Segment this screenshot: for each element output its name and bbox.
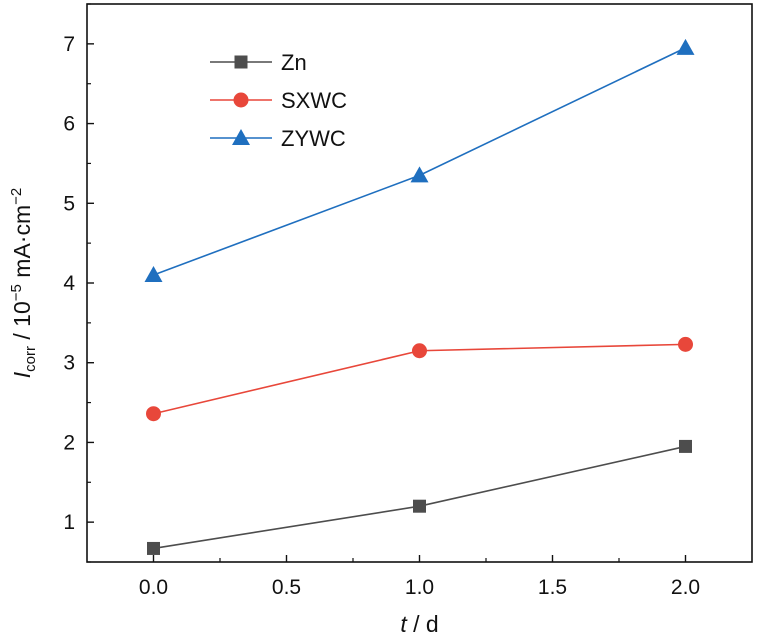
legend-marker-zn: [234, 55, 248, 69]
legend-marker-zywc: [232, 129, 250, 145]
legend-label-zywc: ZYWC: [281, 126, 346, 151]
y-axis-title-rest: mA·cm: [9, 205, 35, 284]
plot-frame: [86, 3, 753, 563]
legend-label-sxwc: SXWC: [281, 88, 347, 113]
x-axis: 0.0 0.5 1.0 1.5 2.0: [139, 555, 700, 599]
series-zywc: [144, 38, 695, 283]
y-tick-label: 7: [63, 33, 75, 56]
legend-marker-sxwc: [233, 92, 249, 108]
data-point-zn: [147, 541, 160, 555]
y-axis-title-mid: / 10: [9, 301, 35, 346]
y-tick-label: 5: [63, 192, 75, 215]
y-axis-title: Icorr / 10−5 mA·cm−2: [8, 188, 39, 378]
data-point-sxwc: [412, 343, 427, 359]
x-tick-label: 0.0: [139, 576, 168, 599]
data-point-zn: [679, 439, 692, 453]
data-point-zywc: [676, 38, 695, 55]
series-line-zn: [153, 445, 686, 550]
y-axis-title-sup2: −2: [8, 188, 25, 205]
data-point-zywc: [410, 166, 429, 183]
x-axis-title: t / d: [400, 611, 438, 637]
legend-item-zn: Zn: [210, 50, 307, 75]
data-point-zn: [413, 499, 426, 513]
series-layer: [144, 38, 695, 555]
y-axis: 1 2 3 4 5 6 7: [63, 3, 94, 563]
x-tick-label: 2.0: [671, 576, 700, 599]
legend-label-zn: Zn: [281, 50, 307, 75]
x-axis-title-italic: t: [400, 611, 408, 637]
legend-item-zywc: ZYWC: [210, 126, 346, 151]
data-point-zywc: [144, 266, 163, 283]
series-sxwc: [146, 336, 693, 422]
y-tick-label: 4: [63, 272, 75, 295]
legend-item-sxwc: SXWC: [210, 88, 347, 113]
y-axis-title-sup1: −5: [8, 284, 25, 301]
legend: Zn SXWC ZYWC: [210, 50, 347, 151]
x-tick-label: 1.5: [538, 576, 567, 599]
y-tick-label: 6: [63, 113, 75, 136]
series-zn: [147, 439, 692, 555]
x-tick-label: 0.5: [272, 576, 301, 599]
x-tick-label: 1.0: [405, 576, 434, 599]
y-axis-title-sub: corr: [22, 346, 39, 372]
x-axis-title-rest: / d: [407, 611, 439, 637]
y-axis-title-italic: I: [9, 371, 35, 378]
data-point-sxwc: [678, 336, 693, 352]
data-point-sxwc: [146, 406, 161, 422]
y-tick-label: 3: [63, 352, 75, 375]
y-tick-label: 1: [63, 511, 75, 534]
series-line-zywc: [153, 47, 686, 276]
y-tick-label: 2: [63, 431, 75, 454]
